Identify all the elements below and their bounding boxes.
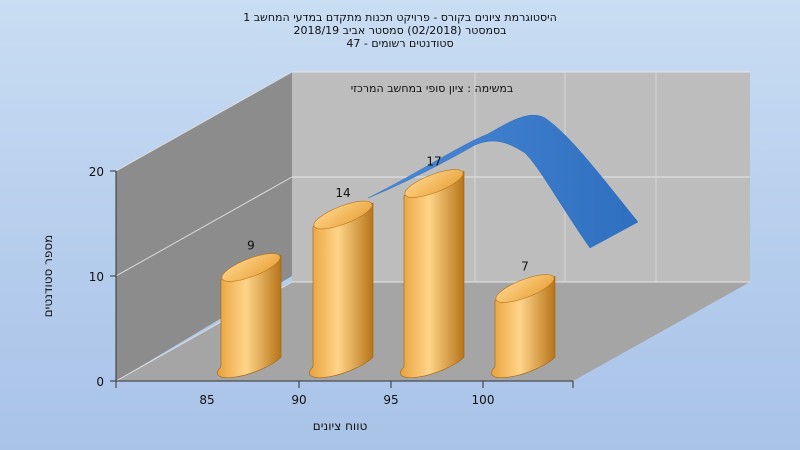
chart-title-line-1: היסטוגרמת ציונים בקורס - פרויקט תכנות מת… [243, 11, 557, 24]
bar: 7 [491, 260, 556, 379]
x-tick-label: 85 [199, 393, 214, 407]
bar-cap [221, 253, 281, 282]
x-tick-label: 95 [383, 393, 398, 407]
bars: 9 14 17 7 [217, 155, 556, 379]
curve-ribbon [367, 114, 639, 249]
chart-annotation: במשימה : ציון סופי במחשב המרכזי [351, 82, 514, 95]
x-tick-label: 100 [472, 393, 495, 407]
y-axis-label: מספר סטודנטים [41, 235, 55, 318]
bar-body [217, 255, 282, 379]
bar-cap [313, 200, 373, 230]
chart-title-line-2: בסמסטר (02/2018) סמסטר אביב 2018/19 [293, 24, 507, 37]
bar: 14 [309, 186, 374, 379]
data-label: 17 [426, 155, 441, 169]
x-tick-label: 90 [291, 393, 306, 407]
bar: 9 [217, 239, 282, 379]
gridlines [115, 71, 750, 382]
gridline-left [115, 176, 293, 277]
y-ticks: 0 10 20 [89, 165, 116, 389]
x-axis-label: טווח ציונים [313, 419, 368, 433]
bar-body [400, 171, 465, 379]
y-tick-label: 20 [89, 165, 104, 179]
x-ticks: 85 90 95 100 [115, 381, 574, 407]
chart-title-line-3: סטודנטים רשומים - 47 [346, 37, 454, 50]
data-label: 7 [521, 260, 529, 274]
bar-cap [495, 274, 555, 303]
y-tick-label: 10 [89, 270, 104, 284]
data-label: 14 [335, 186, 350, 200]
data-label: 9 [247, 239, 255, 253]
gridline-left [115, 71, 293, 172]
bar: 17 [400, 155, 465, 379]
distribution-curve [367, 114, 639, 249]
bar-body [309, 202, 374, 379]
bar-cap [404, 169, 464, 198]
y-tick-label: 0 [96, 375, 104, 389]
